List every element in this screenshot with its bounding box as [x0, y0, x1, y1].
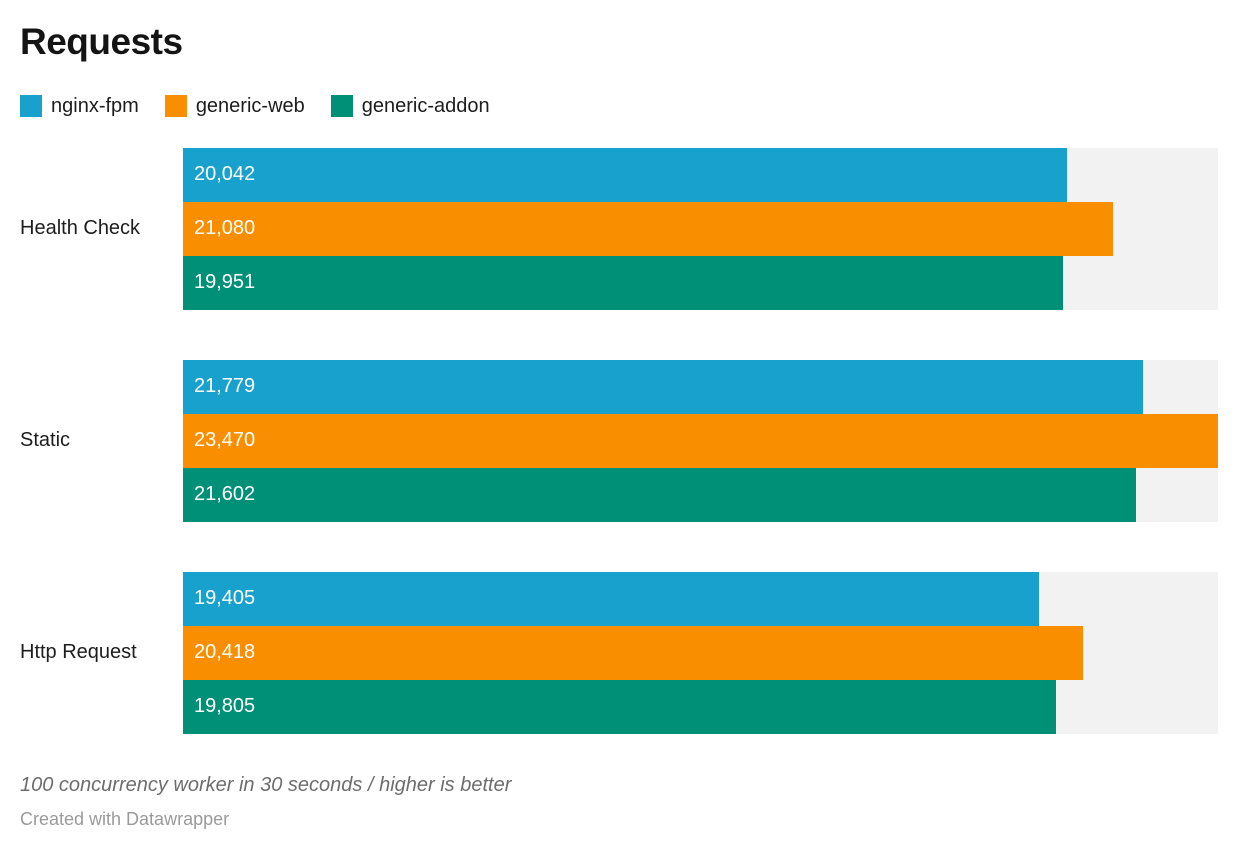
- bar-group-health-check: Health Check 20,042 21,080 19,951: [20, 147, 1218, 310]
- bar-track: 21,779: [183, 359, 1218, 414]
- bar-group-http-request: Http Request 19,405 20,418 19,805: [20, 571, 1218, 734]
- bar-value-label: 21,080: [194, 217, 256, 240]
- legend-swatch-generic-addon: [330, 94, 353, 117]
- legend-item-generic-web: generic-web: [164, 94, 305, 117]
- bar-value-label: 21,602: [194, 483, 256, 506]
- bar-track: 19,951: [183, 255, 1218, 310]
- legend-item-nginx-fpm: nginx-fpm: [20, 94, 139, 117]
- datawrapper-attribution-link[interactable]: Created with Datawrapper: [20, 808, 230, 829]
- bar-generic-addon: 19,951: [183, 255, 1063, 310]
- bar-track: 23,470: [183, 413, 1218, 468]
- category-label: Static: [20, 429, 71, 452]
- bar-value-label: 19,805: [194, 695, 256, 718]
- bar-value-label: 19,951: [194, 271, 256, 294]
- bar-track: 20,418: [183, 625, 1218, 680]
- bar-track: 21,080: [183, 201, 1218, 256]
- legend-item-generic-addon: generic-addon: [330, 94, 490, 117]
- bar-nginx-fpm: 20,042: [183, 147, 1067, 202]
- category-label: Http Request: [20, 641, 137, 664]
- bar-generic-addon: 21,602: [183, 467, 1136, 522]
- chart-title: Requests: [20, 21, 183, 62]
- bar-generic-web: 23,470: [183, 413, 1218, 468]
- bar-chart: Health Check 20,042 21,080 19,951: [20, 147, 1218, 734]
- bar-group-static: Static 21,779 23,470 21,602: [20, 359, 1218, 522]
- chart-notes: 100 concurrency worker in 30 seconds / h…: [20, 773, 512, 796]
- category-label: Health Check: [20, 217, 141, 240]
- bar-stack: 21,779 23,470 21,602: [183, 359, 1218, 522]
- legend-swatch-nginx-fpm: [20, 94, 42, 117]
- bar-track: 20,042: [183, 147, 1218, 202]
- legend: nginx-fpm generic-web generic-addon: [20, 94, 1218, 117]
- legend-label: nginx-fpm: [51, 94, 139, 117]
- bar-generic-web: 20,418: [183, 625, 1084, 680]
- bar-generic-web: 21,080: [183, 201, 1113, 256]
- bar-track: 19,405: [183, 571, 1218, 626]
- bar-nginx-fpm: 21,779: [183, 359, 1144, 414]
- bar-value-label: 23,470: [194, 429, 256, 452]
- bar-stack: 19,405 20,418 19,805: [183, 571, 1218, 734]
- legend-swatch-generic-web: [164, 94, 187, 117]
- bar-value-label: 20,042: [194, 163, 256, 186]
- bar-nginx-fpm: 19,405: [183, 571, 1039, 626]
- bar-stack: 20,042 21,080 19,951: [183, 147, 1218, 310]
- legend-label: generic-addon: [361, 94, 490, 117]
- bar-track: 21,602: [183, 467, 1218, 522]
- legend-label: generic-web: [195, 94, 305, 117]
- bar-value-label: 21,779: [194, 375, 256, 398]
- bar-track: 19,805: [183, 679, 1218, 734]
- bar-value-label: 20,418: [194, 641, 256, 664]
- bar-generic-addon: 19,805: [183, 679, 1057, 734]
- bar-value-label: 19,405: [194, 587, 256, 610]
